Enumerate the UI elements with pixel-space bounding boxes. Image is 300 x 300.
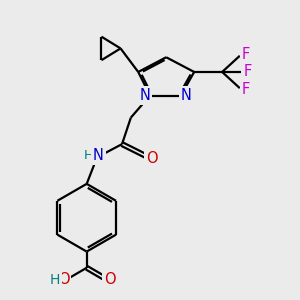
Text: F: F — [242, 47, 250, 62]
Text: O: O — [104, 272, 116, 287]
Text: N: N — [93, 148, 104, 164]
Text: H: H — [50, 273, 60, 286]
Text: F: F — [242, 82, 250, 97]
Text: N: N — [139, 88, 150, 103]
Text: O: O — [146, 151, 157, 166]
Text: H: H — [84, 148, 94, 161]
Text: O: O — [58, 272, 70, 287]
Text: N: N — [181, 88, 192, 103]
Text: F: F — [244, 64, 252, 80]
